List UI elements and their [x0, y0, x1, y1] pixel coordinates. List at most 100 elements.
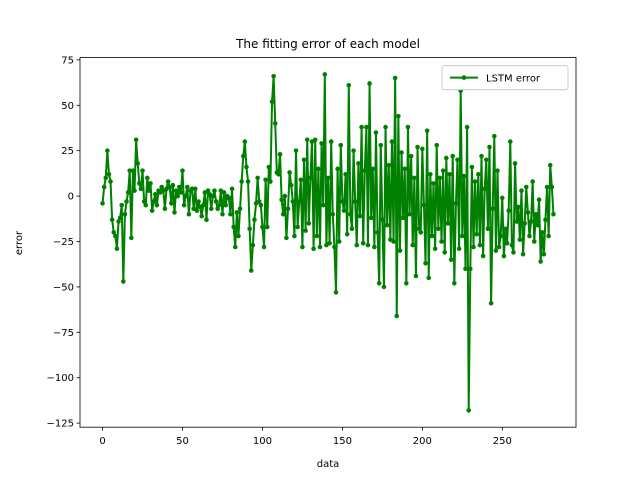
data-point	[444, 155, 449, 161]
data-point	[288, 182, 294, 188]
data-point	[479, 153, 484, 159]
data-point	[442, 250, 448, 255]
data-point	[504, 241, 510, 246]
data-point	[122, 211, 128, 217]
data-point	[456, 246, 462, 252]
data-point	[519, 188, 524, 193]
data-point	[148, 181, 153, 186]
data-point	[389, 139, 395, 144]
data-point	[325, 175, 331, 181]
data-point	[396, 113, 401, 119]
data-point	[121, 279, 126, 284]
data-point	[383, 124, 388, 130]
data-point	[145, 175, 150, 181]
data-point	[322, 72, 328, 77]
data-point	[483, 157, 489, 163]
data-point	[445, 221, 451, 226]
data-point	[108, 179, 113, 184]
data-point	[101, 184, 107, 190]
data-point	[384, 222, 390, 228]
data-point	[236, 233, 241, 239]
data-point	[428, 171, 433, 177]
data-point	[338, 142, 344, 148]
data-point	[539, 230, 545, 235]
data-point	[466, 408, 472, 413]
x-tick-label: 100	[253, 436, 272, 447]
data-point	[434, 142, 440, 148]
data-point	[349, 226, 355, 232]
data-point	[260, 224, 265, 230]
data-point	[541, 251, 547, 257]
data-point	[210, 193, 216, 199]
data-point	[119, 202, 125, 208]
data-point	[463, 266, 468, 272]
data-point	[400, 215, 406, 221]
data-point	[200, 202, 206, 208]
data-point	[175, 193, 180, 199]
data-point	[170, 182, 176, 188]
data-point	[316, 166, 321, 172]
x-axis-label: data	[317, 459, 340, 470]
data-point	[176, 184, 182, 190]
data-point	[327, 241, 332, 246]
data-point	[410, 242, 416, 248]
data-point	[223, 202, 228, 208]
data-point	[546, 233, 551, 239]
data-point	[159, 184, 165, 190]
data-point	[231, 224, 236, 230]
y-tick-label: −25	[53, 237, 74, 248]
data-point	[431, 181, 436, 186]
data-point	[474, 231, 480, 237]
data-point	[412, 175, 417, 181]
data-point	[491, 133, 497, 139]
data-point	[408, 153, 414, 159]
data-point	[173, 188, 179, 193]
data-point	[460, 233, 465, 239]
data-point	[137, 181, 142, 186]
data-point	[357, 213, 363, 219]
data-point	[477, 242, 483, 248]
data-point	[367, 81, 372, 86]
data-point	[447, 171, 452, 177]
data-point	[242, 139, 248, 144]
data-point	[335, 166, 340, 172]
data-point	[105, 148, 110, 153]
data-point	[343, 171, 348, 177]
data-point	[276, 171, 281, 177]
data-point	[376, 280, 382, 286]
data-point	[232, 244, 238, 250]
data-point	[364, 124, 369, 130]
data-point	[244, 164, 249, 170]
data-point	[332, 244, 337, 250]
data-point	[205, 188, 211, 193]
data-point	[151, 199, 157, 204]
y-tick-label: 25	[61, 146, 74, 157]
data-point	[141, 199, 147, 204]
data-point	[373, 130, 379, 135]
data-point	[292, 233, 297, 239]
data-point	[277, 152, 283, 157]
data-point	[140, 168, 145, 173]
y-axis-label: error	[14, 230, 25, 255]
data-point	[109, 217, 115, 222]
data-point	[333, 290, 339, 295]
data-point	[255, 175, 260, 181]
data-point	[423, 260, 428, 266]
data-point	[439, 239, 444, 244]
data-point	[172, 210, 177, 215]
data-point	[212, 188, 217, 193]
data-point	[295, 224, 300, 230]
data-point	[531, 239, 537, 244]
data-point	[496, 244, 502, 250]
data-point	[261, 244, 267, 250]
data-point	[368, 215, 374, 221]
data-point	[394, 313, 400, 319]
data-point	[132, 188, 137, 193]
data-point	[117, 215, 123, 221]
data-point	[351, 148, 356, 153]
data-point	[503, 226, 508, 232]
data-point	[416, 226, 422, 232]
x-tick-label: 0	[99, 436, 105, 447]
data-point	[480, 253, 486, 259]
